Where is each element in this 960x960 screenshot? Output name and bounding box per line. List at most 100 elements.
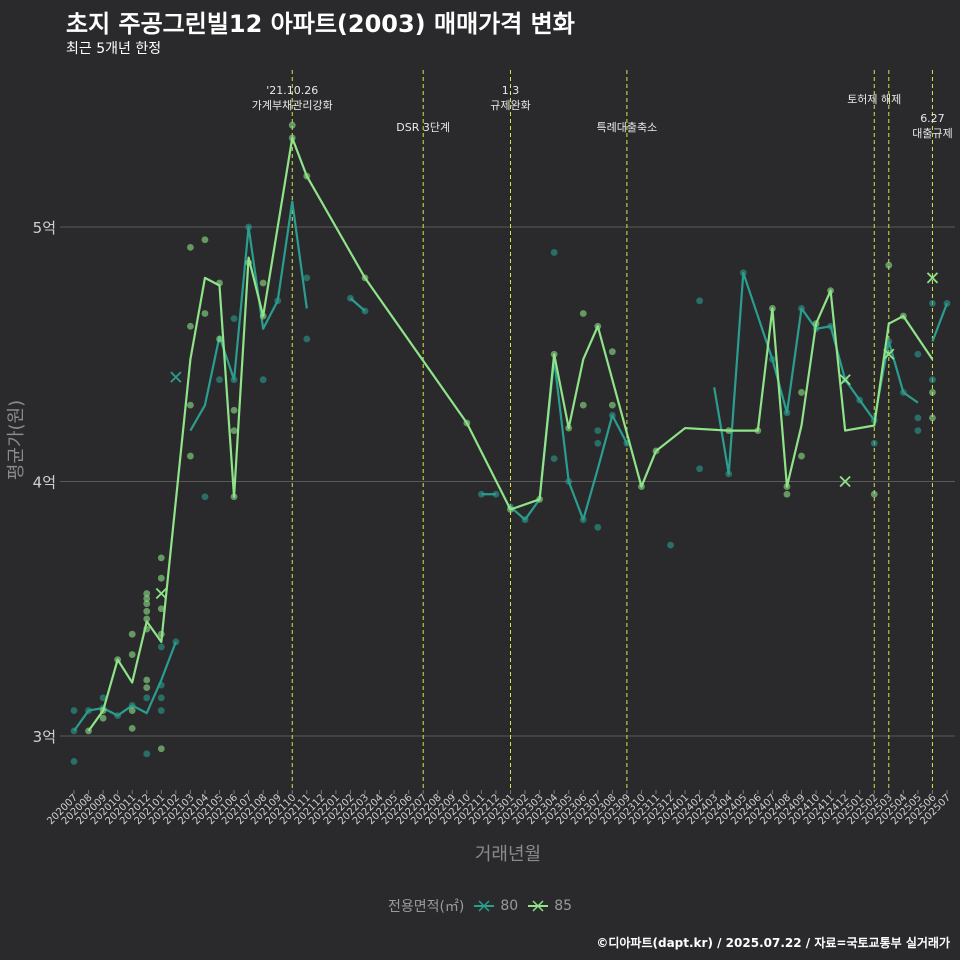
data-point (157, 574, 165, 582)
data-point (187, 401, 194, 409)
cross-point (170, 371, 182, 383)
data-point (550, 455, 558, 462)
data-point (143, 750, 151, 758)
event-label: 대출규제 (912, 127, 952, 140)
legend-label-85: 85 (554, 898, 573, 914)
cross-point (839, 374, 851, 386)
data-point (594, 427, 602, 434)
data-point (157, 605, 165, 613)
data-point (143, 615, 151, 623)
legend-title: 전용면적(㎡) (387, 899, 465, 915)
data-point (667, 541, 674, 549)
data-point (870, 490, 878, 498)
chart-title: 초지 주공그린빌12 아파트(2003) 매매가격 변화 (66, 10, 575, 38)
data-point (128, 651, 136, 658)
series-line (73, 641, 177, 732)
event-label: 토허제 해제 (847, 92, 901, 106)
credit-text: ©디아파트(dapt.kr) / 2025.07.22 / 자료=국토교통부 실… (596, 936, 950, 950)
event-label: '21.10.26 (266, 84, 318, 97)
data-point (128, 630, 136, 638)
event-label: DSR 3단계 (396, 121, 450, 134)
data-point (201, 236, 209, 244)
cross-stroke (839, 475, 851, 488)
y-tick-label: 4억 (33, 474, 56, 492)
data-point (579, 310, 587, 317)
series-85 (85, 121, 939, 753)
data-point (143, 590, 151, 597)
data-point (216, 335, 223, 343)
chart-subtitle: 최근 5개년 한정 (66, 41, 162, 57)
legend-item-85: 85 (526, 898, 572, 914)
cross-stroke (839, 374, 851, 386)
y-axis: 3억 4억 5억 (33, 219, 56, 746)
data-point (157, 554, 165, 562)
data-point (914, 427, 922, 434)
legend-swatch-85 (528, 900, 549, 912)
legend: 전용면적(㎡) 80 85 (0, 896, 960, 916)
cross-stroke (926, 272, 939, 284)
data-point (594, 523, 602, 531)
data-point (230, 427, 238, 434)
y-axis-title: 평균가(원) (6, 400, 27, 480)
series-line (87, 136, 934, 732)
data-point (143, 600, 151, 608)
legend-label-80: 80 (500, 898, 519, 914)
data-point (594, 439, 602, 447)
data-point (157, 707, 165, 714)
data-point (914, 414, 922, 422)
event-label: 특례대출축소 (597, 121, 658, 134)
cross-stroke (170, 371, 182, 383)
series-line (349, 297, 366, 312)
cross-point (926, 272, 939, 284)
data-point (143, 595, 151, 602)
data-point (303, 274, 311, 282)
data-point (128, 724, 136, 732)
data-point (157, 694, 165, 702)
data-point (143, 684, 151, 692)
data-point (929, 299, 936, 307)
data-point (187, 452, 194, 460)
data-point (798, 452, 805, 460)
data-point (157, 643, 165, 651)
legend-item-80: 80 (472, 898, 518, 914)
series-line (931, 302, 949, 342)
series-layer (70, 121, 951, 765)
data-point (201, 493, 209, 501)
data-point (70, 707, 78, 714)
data-point (187, 243, 194, 251)
data-point (579, 401, 587, 409)
data-point (143, 607, 151, 615)
data-point (929, 376, 936, 384)
grid-lines (60, 226, 955, 737)
data-point (216, 376, 223, 384)
cross-point (839, 475, 851, 488)
cross-point (883, 348, 895, 360)
event-label: 규제완화 (490, 99, 530, 112)
data-point (187, 322, 194, 330)
data-point (70, 758, 78, 765)
data-point (201, 310, 209, 317)
data-point (608, 348, 616, 356)
data-point (929, 389, 936, 396)
data-point (288, 121, 296, 129)
x-axis-title: 거래년월 (475, 844, 541, 865)
data-point (230, 406, 238, 414)
data-point (783, 490, 791, 498)
event-label: 1.3 (502, 84, 520, 97)
y-tick-label: 5억 (33, 219, 56, 237)
data-point (608, 401, 616, 409)
y-tick-label: 3억 (33, 728, 56, 746)
cross-stroke (883, 348, 895, 360)
data-point (143, 676, 151, 684)
data-point (696, 465, 704, 473)
event-label: 가계부채관리강화 (252, 99, 333, 112)
data-point (157, 745, 165, 753)
data-point (128, 707, 136, 714)
data-point (870, 439, 878, 447)
data-point (914, 350, 922, 358)
data-point (798, 389, 805, 396)
data-point (696, 297, 704, 305)
cross-stroke (155, 587, 167, 600)
series-line (509, 358, 628, 521)
